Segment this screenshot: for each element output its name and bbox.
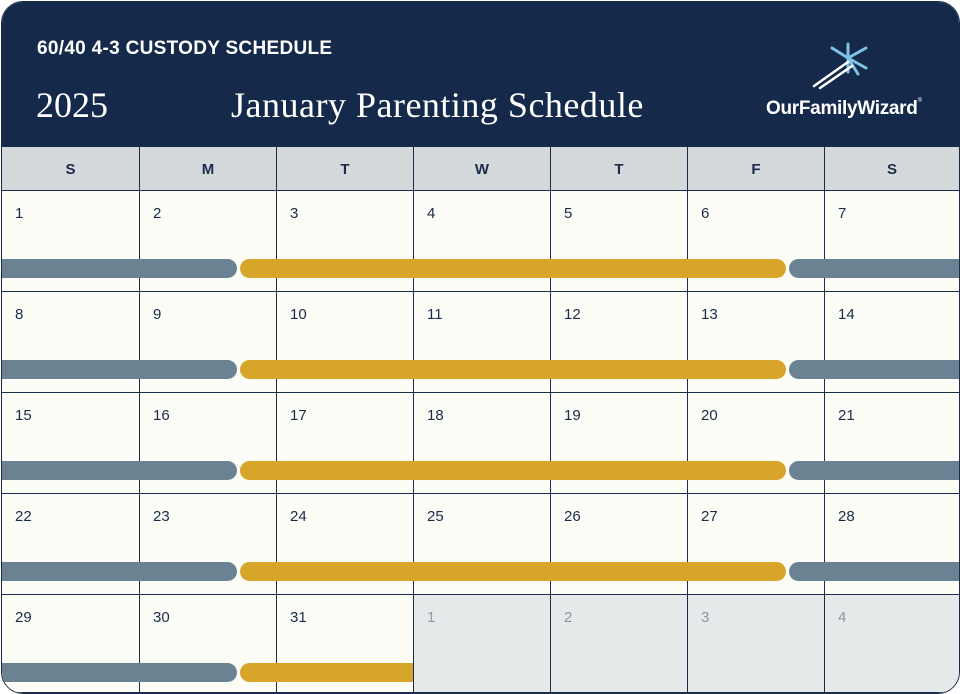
calendar-header: 60/40 4-3 CUSTODY SCHEDULE 2025 January … bbox=[2, 2, 959, 147]
custody-bar-parent-a bbox=[2, 663, 237, 682]
day-number: 29 bbox=[15, 609, 32, 626]
day-number: 20 bbox=[701, 407, 718, 424]
weekday-label: S bbox=[65, 161, 76, 178]
custody-bar-parent-b bbox=[240, 259, 786, 278]
brand-logo-text: OurFamilyWizard® bbox=[766, 98, 922, 119]
year-label: 2025 bbox=[36, 85, 108, 125]
custody-bar-parent-b bbox=[240, 562, 786, 581]
day-number: 16 bbox=[153, 407, 170, 424]
day-number: 1 bbox=[15, 205, 24, 222]
weekday-label: T bbox=[550, 147, 687, 190]
day-number: 22 bbox=[15, 508, 32, 525]
day-number: 31 bbox=[290, 609, 307, 626]
day-number: 6 bbox=[701, 205, 710, 222]
day-number: 17 bbox=[290, 407, 307, 424]
custody-bar-parent-a bbox=[2, 562, 237, 581]
day-number: 12 bbox=[564, 306, 581, 323]
weekday-label: W bbox=[413, 147, 550, 190]
day-number: 28 bbox=[838, 508, 855, 525]
weekday-label: S bbox=[824, 147, 959, 190]
day-number: 13 bbox=[701, 306, 718, 323]
day-number: 24 bbox=[290, 508, 307, 525]
weekday-label: M bbox=[139, 147, 276, 190]
custody-bar-parent-b bbox=[240, 461, 786, 480]
calendar-grid: 1 2 3 4 5 6 7 8 9 10 11 12 13 14 15 16 17 18 19 20 21 22 23 24 2… bbox=[2, 191, 959, 693]
custody-bar-parent-a bbox=[2, 461, 237, 480]
custody-bar-parent-a bbox=[2, 360, 237, 379]
calendar-day-cell-other-month[interactable]: 2 bbox=[550, 595, 687, 693]
day-number: 25 bbox=[427, 508, 444, 525]
day-number: 18 bbox=[427, 407, 444, 424]
day-number: 3 bbox=[290, 205, 299, 222]
day-number: 23 bbox=[153, 508, 170, 525]
day-number: 2 bbox=[153, 205, 162, 222]
day-number: 2 bbox=[564, 609, 573, 626]
day-number: 19 bbox=[564, 407, 581, 424]
custody-bar-parent-a bbox=[789, 360, 959, 379]
custody-bar-parent-a bbox=[2, 259, 237, 278]
calendar-day-cell-other-month[interactable]: 4 bbox=[824, 595, 959, 693]
day-number: 8 bbox=[15, 306, 24, 323]
custody-bar-parent-a bbox=[789, 461, 959, 480]
page-title: January Parenting Schedule bbox=[231, 85, 644, 125]
day-number: 3 bbox=[701, 609, 710, 626]
day-number: 26 bbox=[564, 508, 581, 525]
custody-bar-parent-b bbox=[240, 663, 413, 682]
custody-bar-parent-a bbox=[789, 259, 959, 278]
day-number: 4 bbox=[838, 609, 847, 626]
calendar-day-cell-other-month[interactable]: 3 bbox=[687, 595, 824, 693]
day-number: 10 bbox=[290, 306, 307, 323]
day-number: 21 bbox=[838, 407, 855, 424]
day-number: 27 bbox=[701, 508, 718, 525]
day-number: 7 bbox=[838, 205, 847, 222]
custody-bar-parent-b bbox=[240, 360, 786, 379]
day-number: 1 bbox=[427, 609, 436, 626]
weekday-label: T bbox=[276, 147, 413, 190]
day-number: 15 bbox=[15, 407, 32, 424]
weekday-label: F bbox=[687, 147, 824, 190]
day-number: 11 bbox=[427, 306, 443, 323]
custody-bar-parent-a bbox=[789, 562, 959, 581]
calendar-day-cell-other-month[interactable]: 1 bbox=[413, 595, 550, 693]
day-number: 30 bbox=[153, 609, 170, 626]
day-number: 14 bbox=[838, 306, 855, 323]
day-number: 9 bbox=[153, 306, 162, 323]
ofw-star-icon bbox=[812, 42, 868, 90]
day-number: 5 bbox=[564, 205, 573, 222]
schedule-type-label: 60/40 4-3 CUSTODY SCHEDULE bbox=[37, 38, 333, 59]
day-number: 4 bbox=[427, 205, 436, 222]
